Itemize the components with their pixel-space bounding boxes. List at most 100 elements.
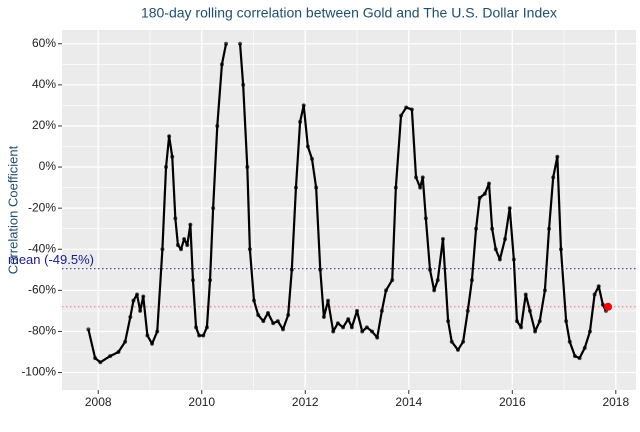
series-point	[537, 319, 542, 324]
series-point	[179, 247, 184, 252]
series-point	[461, 339, 466, 344]
latest-point	[604, 302, 613, 311]
series-point	[138, 308, 143, 313]
series-point	[208, 278, 213, 283]
series-point	[384, 288, 389, 293]
series-point	[194, 325, 199, 330]
x-tick-label: 2016	[499, 395, 526, 409]
series-point	[493, 247, 498, 252]
series-point	[551, 175, 556, 180]
series-point	[271, 321, 276, 326]
series-point	[252, 298, 257, 303]
series-point	[331, 329, 336, 334]
series-point	[301, 103, 306, 108]
series-point	[141, 294, 146, 299]
series-point	[399, 113, 404, 118]
series-point	[98, 360, 103, 365]
series-point	[185, 243, 190, 248]
series-point	[558, 247, 563, 252]
series-point	[564, 319, 569, 324]
series-point	[238, 41, 243, 46]
series-point	[215, 123, 220, 128]
series-point	[393, 185, 398, 190]
series-point	[188, 222, 193, 227]
series-point	[275, 319, 280, 324]
x-tick-label: 2014	[395, 395, 422, 409]
series-point	[293, 185, 298, 190]
series-point	[93, 356, 98, 361]
series-point	[542, 288, 547, 293]
series-point	[435, 278, 440, 283]
series-point	[582, 345, 587, 350]
series-point	[128, 315, 133, 320]
series-point	[150, 341, 155, 346]
series-point	[326, 298, 331, 303]
series-point	[247, 247, 252, 252]
series-point	[390, 278, 395, 283]
series-point	[241, 82, 246, 87]
series-point	[86, 327, 91, 332]
x-tick-label: 2010	[188, 395, 215, 409]
series-point	[490, 226, 495, 231]
series-point	[314, 185, 319, 190]
series-point	[409, 107, 414, 112]
series-point	[305, 144, 310, 149]
series-point	[507, 206, 512, 211]
series-point	[201, 333, 206, 338]
chart-title: 180-day rolling correlation between Gold…	[141, 5, 557, 21]
y-tick-label: -60%	[28, 283, 56, 297]
series-point	[245, 165, 250, 170]
series-point	[321, 315, 326, 320]
series-point	[533, 329, 538, 334]
series-point	[497, 257, 502, 262]
series-point	[131, 298, 136, 303]
series-point	[469, 278, 474, 283]
series-point	[375, 335, 380, 340]
series-point	[547, 226, 552, 231]
series-point	[182, 236, 187, 241]
watermark: @oleh_kombalev for Seeking Alpha	[446, 408, 633, 420]
series-point	[600, 302, 605, 307]
series-point	[477, 195, 482, 200]
series-point	[523, 292, 528, 297]
series-point	[211, 206, 216, 211]
y-tick-label: -100%	[21, 365, 56, 379]
series-point	[116, 349, 121, 354]
series-point	[503, 236, 508, 241]
series-point	[379, 308, 384, 313]
y-tick-label: 20%	[32, 118, 56, 132]
series-point	[511, 257, 516, 262]
series-point	[577, 356, 582, 361]
axes: -100% -80% -60% -40% -20% 0% 20% 40% 60% 2008 2010…	[8, 36, 629, 409]
marks	[62, 41, 636, 365]
series-point	[474, 226, 479, 231]
series-point	[170, 154, 175, 159]
series-point	[514, 319, 519, 324]
series-point	[335, 321, 340, 326]
series-point	[224, 41, 229, 46]
series-point	[155, 329, 160, 334]
series-point	[309, 156, 314, 161]
series-point	[555, 154, 560, 159]
series-point	[432, 288, 437, 293]
series-point	[204, 325, 209, 330]
series-point	[414, 175, 419, 180]
series-point	[420, 175, 425, 180]
series-point	[482, 191, 487, 196]
series-point	[567, 339, 572, 344]
y-axis-title: Correlation Coefficient	[5, 145, 20, 274]
series-point	[135, 292, 140, 297]
series-point	[108, 354, 113, 359]
y-tick-label: 40%	[32, 77, 56, 91]
grid	[62, 30, 636, 390]
series-point	[370, 329, 375, 334]
y-tick-label: 0%	[39, 159, 57, 173]
series-point	[190, 278, 195, 283]
series-point	[428, 267, 433, 272]
series-point	[592, 292, 597, 297]
series-point	[164, 165, 169, 170]
series-point	[173, 216, 178, 221]
y-tick-label: -80%	[28, 324, 56, 338]
series-point	[596, 284, 601, 289]
series-point	[219, 62, 224, 67]
